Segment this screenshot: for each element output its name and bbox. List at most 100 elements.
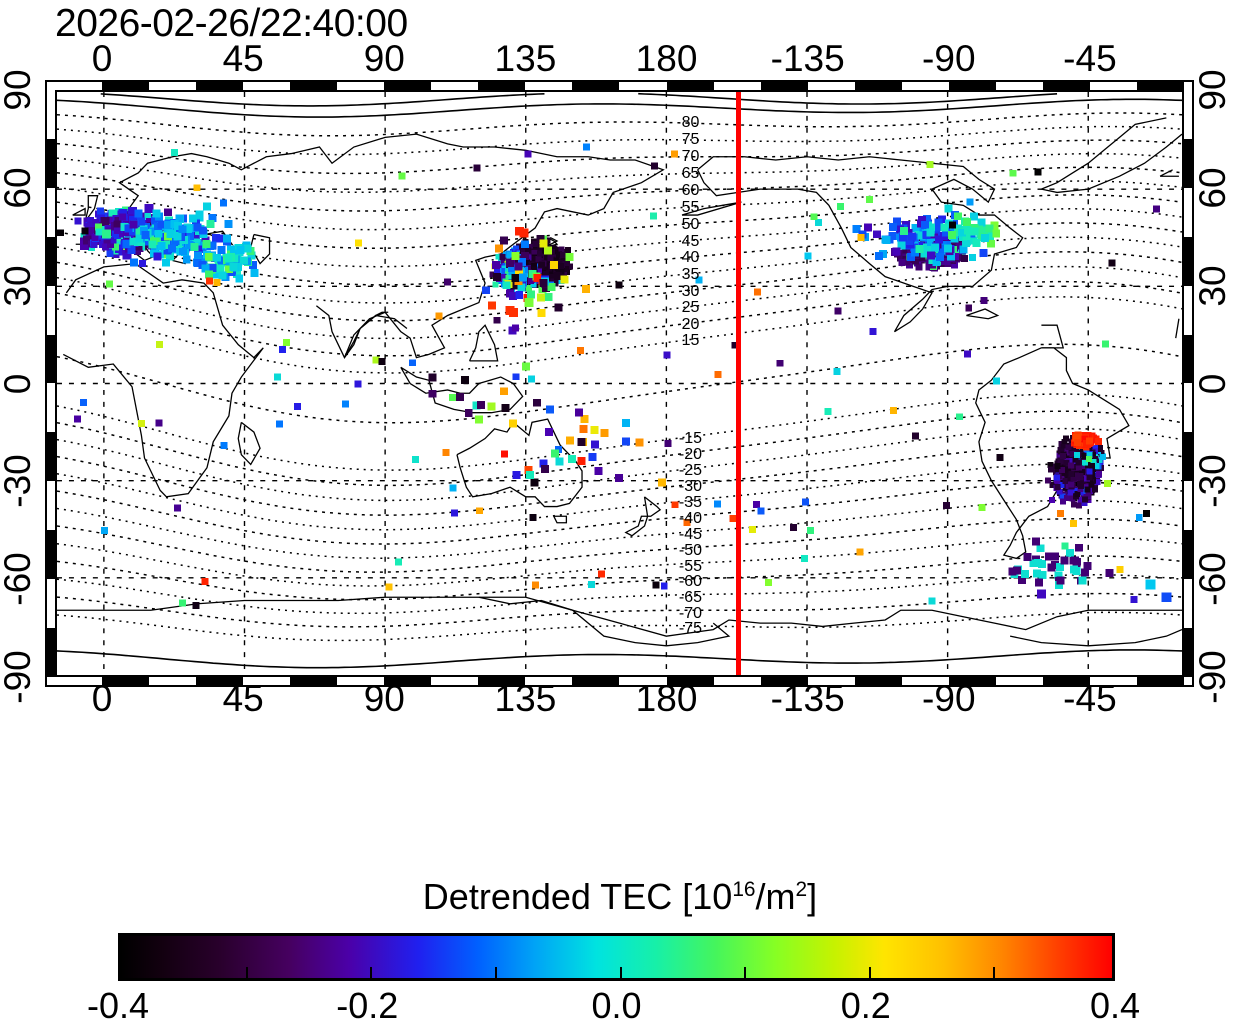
lat-tick-label-left: -60: [0, 552, 38, 606]
colorbar-tick-label: 0.0: [591, 985, 642, 1024]
lon-tick-label: -135: [770, 38, 845, 79]
lon-tick-label: 135: [494, 678, 557, 719]
maglat-label: -40: [678, 510, 703, 528]
frame-rail: [45, 685, 1194, 687]
frame-segment: [666, 82, 714, 90]
frame-rail: [45, 80, 1194, 82]
lat-tick-label-left: -30: [0, 454, 38, 509]
colorbar-tick: [494, 967, 497, 978]
lon-tick-label: 0: [91, 38, 113, 79]
maglat-label: 80: [681, 114, 700, 132]
frame-segment: [760, 677, 808, 685]
maglat-label: -50: [678, 541, 703, 559]
maglat-label: 30: [681, 282, 700, 300]
lon-tick-label: 135: [494, 38, 557, 79]
frame-segment: [290, 677, 338, 685]
frame-segment: [1184, 138, 1192, 188]
maglat-label: -60: [678, 573, 703, 591]
colorbar-tick: [993, 967, 996, 978]
frame-segment: [1136, 677, 1184, 685]
maglat-label: 50: [681, 215, 700, 233]
maglat-label: 35: [681, 266, 700, 284]
frame-segment: [1042, 677, 1090, 685]
frame-segment: [1184, 334, 1192, 384]
lat-tick-label-left: 90: [0, 69, 38, 111]
figure-title: 2026-02-26/22:40:00: [55, 2, 408, 45]
lon-tick-label: 90: [363, 38, 405, 79]
colorbar-tick-label: 0.2: [840, 985, 891, 1024]
frame-segment: [384, 677, 432, 685]
maglat-label: 40: [681, 249, 700, 267]
lat-tick-label-right: -30: [1192, 454, 1233, 509]
frame-segment: [102, 82, 150, 90]
maglat-label: 55: [681, 198, 700, 216]
maglat-label: -75: [678, 620, 703, 638]
frame-segment: [760, 82, 808, 90]
lon-tick-label: 0: [91, 678, 113, 719]
maglat-label: -30: [678, 478, 703, 496]
colorbar-tick-label: -0.2: [336, 985, 399, 1024]
maglat-label: 60: [681, 182, 700, 200]
lat-tick-label-right: -60: [1192, 552, 1233, 606]
maglat-label: 75: [681, 131, 700, 149]
frame-segment: [572, 82, 620, 90]
frame-segment: [572, 677, 620, 685]
lon-tick-label: 180: [635, 38, 698, 79]
maglat-label: 25: [681, 299, 700, 317]
frame-segment: [1184, 530, 1192, 580]
lat-tick-label-right: 0: [1192, 373, 1233, 394]
maglat-label: 15: [681, 332, 700, 350]
frame-segment: [47, 334, 55, 384]
map-canvas: [57, 92, 1182, 675]
lon-tick-label: -45: [1063, 38, 1117, 79]
maglat-label: -35: [678, 494, 703, 512]
frame-segment: [1136, 82, 1184, 90]
frame-segment: [196, 677, 244, 685]
maglat-label: -45: [678, 526, 703, 544]
maglat-label: -20: [678, 446, 703, 464]
frame-rail: [45, 80, 47, 687]
frame-segment: [47, 530, 55, 580]
frame-segment: [478, 82, 526, 90]
maglat-label: 70: [681, 148, 700, 166]
frame-segment: [478, 677, 526, 685]
lon-tick-label: 45: [222, 38, 264, 79]
lat-tick-label-left: 0: [0, 373, 38, 394]
frame-segment: [1184, 628, 1192, 677]
frame-segment: [384, 82, 432, 90]
colorbar-title: Detrended TEC [1016/m2]: [422, 876, 818, 917]
frame-segment: [196, 82, 244, 90]
frame-segment: [854, 82, 902, 90]
lat-tick-label-right: -90: [1192, 650, 1233, 704]
lat-tick-label-right: 30: [1192, 265, 1233, 307]
colorbar-tick-label: -0.4: [86, 985, 150, 1024]
frame-segment: [948, 82, 996, 90]
frame-segment: [290, 82, 338, 90]
lat-tick-label-right: 60: [1192, 167, 1233, 209]
colorbar-tick: [619, 967, 622, 978]
colorbar-tick: [245, 967, 248, 978]
maglat-label: -55: [678, 557, 703, 575]
maglat-label: 45: [681, 232, 700, 250]
frame-segment: [1042, 82, 1090, 90]
colorbar-tick: [868, 967, 871, 978]
frame-segment: [102, 677, 150, 685]
frame-segment: [47, 628, 55, 677]
maglat-label: 65: [681, 165, 700, 183]
frame-segment: [1184, 432, 1192, 482]
lon-tick-label: 45: [222, 678, 264, 719]
lon-tick-label: -90: [922, 38, 976, 79]
maglat-label: -15: [678, 430, 703, 448]
lat-tick-label-left: -90: [0, 650, 38, 704]
maglat-label: -65: [678, 589, 703, 607]
red-meridian-line: [735, 92, 741, 675]
frame-segment: [1184, 236, 1192, 286]
lon-tick-label: 180: [635, 678, 698, 719]
colorbar-tick: [744, 967, 747, 978]
colorbar: [118, 933, 1115, 981]
coastlines-graticule: [57, 92, 1182, 675]
map-frame: 80 75 70 65 60 55 50 45 40 35 30 25 20 15 -15 -20 -25 -30…: [55, 90, 1184, 677]
maglat-label: -25: [678, 462, 703, 480]
lat-tick-label-left: 30: [0, 265, 38, 307]
map-panel: 80 75 70 65 60 55 50 45 40 35 30 25 20 15 -15 -20 -25 -30…: [45, 80, 1194, 687]
